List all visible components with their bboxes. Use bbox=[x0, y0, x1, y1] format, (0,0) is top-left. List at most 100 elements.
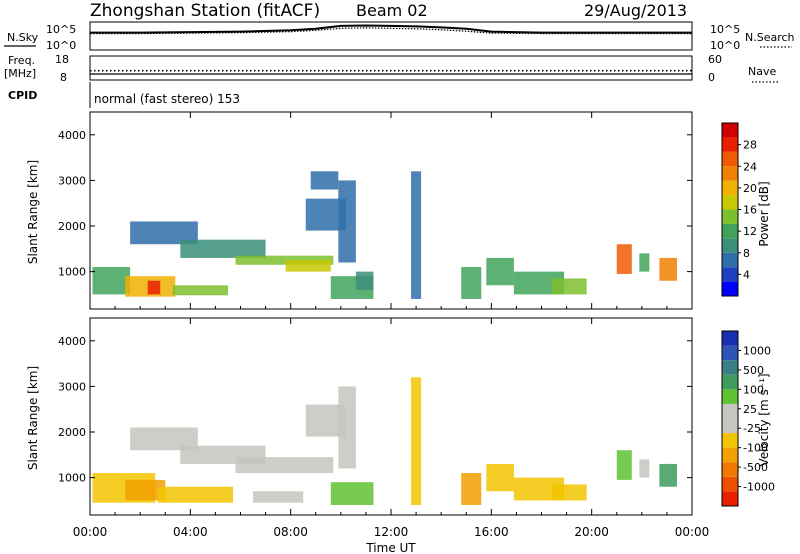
power-patch bbox=[310, 171, 339, 190]
noise-right-tick-bottom: 10^0 bbox=[710, 39, 740, 52]
velocity-patch bbox=[330, 482, 374, 505]
nsearch-label: N.Search bbox=[745, 31, 795, 44]
power-ylabel: Slant Range [km] bbox=[26, 160, 40, 264]
power-ytick-label: 3000 bbox=[58, 174, 86, 187]
velocity-colorbar-swatch bbox=[722, 389, 738, 404]
station-title: Zhongshan Station (fitACF) bbox=[90, 1, 320, 21]
velocity-patch bbox=[130, 427, 198, 451]
time-xlabel: Time UT bbox=[365, 541, 416, 554]
velocity-colorbar-frame bbox=[721, 330, 739, 507]
velocity-y-axis: 4000 3000 2000 1000 bbox=[58, 335, 692, 485]
velocity-colorbar-tick-label: 25 bbox=[743, 403, 757, 416]
velocity-colorbar-swatch bbox=[722, 476, 738, 492]
time-tick-label: 12:00 bbox=[374, 525, 409, 539]
freq-label-2: [MHz] bbox=[4, 67, 36, 80]
power-colorbar-label: Power [dB] bbox=[757, 181, 771, 246]
freq-tick-top: 18 bbox=[55, 53, 69, 66]
power-colorbar-swatch bbox=[722, 223, 738, 239]
velocity-ytick-label: 4000 bbox=[58, 335, 86, 348]
power-patch bbox=[172, 285, 228, 296]
power-colorbar-tick-label: 16 bbox=[743, 204, 757, 217]
power-colorbar-swatch bbox=[722, 209, 738, 224]
time-tick-label: 04:00 bbox=[173, 525, 208, 539]
freq-lines bbox=[90, 69, 692, 75]
power-patch bbox=[639, 253, 650, 272]
time-axis: 00:00 04:00 08:00 12:00 16:00 20:00 00:00 bbox=[73, 112, 710, 539]
power-colorbar-swatch bbox=[722, 166, 738, 181]
power-colorbar-swatch bbox=[722, 267, 738, 282]
velocity-colorbar-swatch bbox=[722, 403, 738, 419]
velocity-patch bbox=[411, 377, 422, 505]
power-colorbar-tick-label: 20 bbox=[743, 182, 757, 195]
power-panel-frame bbox=[89, 111, 693, 310]
velocity-patch bbox=[253, 491, 304, 503]
velocity-patch bbox=[659, 463, 677, 487]
power-data bbox=[92, 171, 677, 299]
velocity-patch bbox=[639, 459, 650, 478]
time-tick-label: 00:00 bbox=[675, 525, 710, 539]
velocity-colorbar-swatch bbox=[722, 491, 738, 506]
velocity-colorbar-tick-label: -500 bbox=[743, 461, 768, 474]
velocity-colorbar-swatch bbox=[722, 345, 738, 361]
time-tick-label: 16:00 bbox=[474, 525, 509, 539]
power-patch bbox=[147, 280, 161, 295]
power-colorbar-tick-label: 24 bbox=[743, 160, 757, 173]
velocity-colorbar-swatch bbox=[722, 462, 738, 477]
power-patch bbox=[411, 171, 422, 299]
cpid-mode-text: normal (fast stereo) 153 bbox=[94, 92, 240, 106]
freq-label-1: Freq. bbox=[8, 54, 35, 67]
power-patch bbox=[461, 267, 482, 299]
velocity-patch bbox=[235, 457, 334, 474]
velocity-colorbar-swatch bbox=[722, 374, 738, 390]
noise-series-n-search bbox=[90, 27, 692, 35]
velocity-colorbar-swatch bbox=[722, 433, 738, 448]
power-patch bbox=[616, 244, 632, 274]
velocity-data bbox=[92, 377, 677, 505]
velocity-colorbar-tick-label: 500 bbox=[743, 364, 764, 377]
velocity-panel-frame bbox=[89, 317, 693, 516]
velocity-colorbar-swatch bbox=[722, 418, 738, 434]
velocity-patch bbox=[125, 479, 166, 501]
velocity-ylabel: Slant Range [km] bbox=[26, 366, 40, 470]
velocity-patch bbox=[616, 450, 632, 480]
velocity-colorbar-swatch bbox=[722, 360, 738, 375]
power-patch bbox=[235, 255, 334, 265]
freq-tick-bottom: 8 bbox=[60, 71, 67, 84]
power-patch bbox=[130, 221, 198, 245]
date-title: 29/Aug/2013 bbox=[584, 1, 687, 20]
velocity-colorbar-tick-label: 100 bbox=[743, 383, 764, 396]
noise-right-tick-top: 10^5 bbox=[710, 23, 740, 36]
velocity-colorbar-swatch bbox=[722, 447, 738, 463]
velocity-colorbar-tick-label: -100 bbox=[743, 442, 768, 455]
power-patch bbox=[92, 267, 131, 295]
velocity-patch bbox=[486, 463, 514, 492]
power-ytick-label: 2000 bbox=[58, 220, 86, 233]
freq-panel-frame bbox=[89, 55, 693, 81]
power-colorbar-swatch bbox=[722, 137, 738, 152]
power-colorbar-tick-label: 4 bbox=[743, 268, 750, 281]
velocity-colorbar: 1000 500 100 25 -25 -100 -500 -1000 bbox=[721, 330, 775, 507]
time-tick-label: 08:00 bbox=[273, 525, 308, 539]
velocity-colorbar-tick-label: -25 bbox=[743, 422, 761, 435]
nave-tick-top: 60 bbox=[708, 53, 722, 66]
power-colorbar: 28 24 20 16 12 8 4 bbox=[721, 122, 757, 297]
power-ytick-label: 4000 bbox=[58, 129, 86, 142]
velocity-colorbar-label: Velocity [m s⁻¹] bbox=[757, 373, 771, 466]
power-colorbar-swatch bbox=[722, 252, 738, 268]
power-colorbar-swatch bbox=[722, 281, 738, 296]
power-patch bbox=[551, 278, 587, 295]
power-patch bbox=[486, 257, 514, 286]
velocity-ytick-label: 2000 bbox=[58, 426, 86, 439]
noise-lines bbox=[90, 24, 692, 35]
noise-panel-frame bbox=[89, 21, 693, 51]
noise-left-tick-top: 10^5 bbox=[46, 23, 76, 36]
velocity-patch bbox=[338, 386, 356, 469]
velocity-ytick-label: 1000 bbox=[58, 472, 86, 485]
power-colorbar-tick-label: 28 bbox=[743, 139, 757, 152]
noise-left-tick-bottom: 10^0 bbox=[46, 39, 76, 52]
power-colorbar-swatch bbox=[722, 195, 738, 210]
velocity-colorbar-tick-label: 1000 bbox=[743, 344, 771, 357]
power-y-axis: 4000 3000 2000 1000 bbox=[58, 129, 692, 279]
power-colorbar-swatch bbox=[722, 151, 738, 167]
